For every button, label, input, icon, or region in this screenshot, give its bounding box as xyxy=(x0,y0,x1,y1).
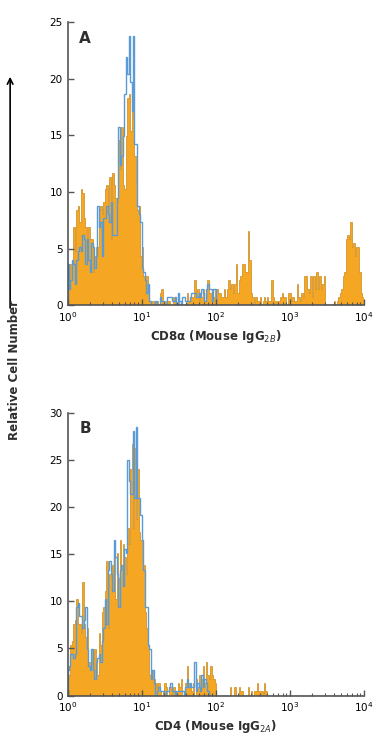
Text: B: B xyxy=(80,421,91,436)
X-axis label: CD8α (Mouse IgG$_{2B}$): CD8α (Mouse IgG$_{2B}$) xyxy=(150,328,281,345)
Text: Relative Cell Number: Relative Cell Number xyxy=(9,300,21,440)
X-axis label: CD4 (Mouse IgG$_{2A}$): CD4 (Mouse IgG$_{2A}$) xyxy=(154,719,277,736)
Text: A: A xyxy=(80,30,91,46)
